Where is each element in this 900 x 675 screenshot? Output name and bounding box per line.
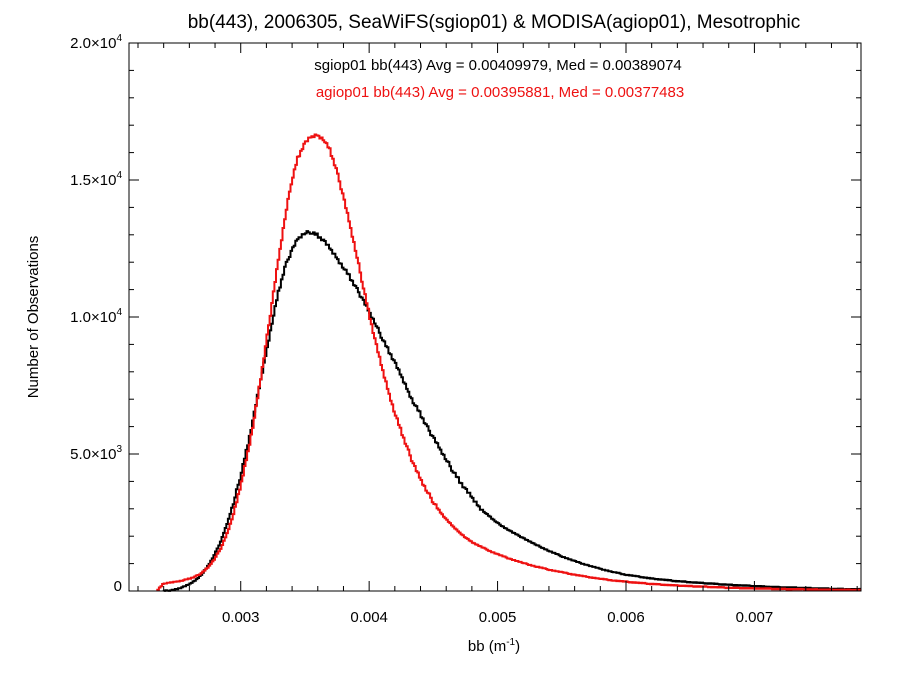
x-tick-label: 0.005 (479, 609, 517, 626)
plot-area (156, 133, 861, 592)
y-tick-label: 2.0×104 (70, 33, 122, 52)
y-tick-label: 5.0×103 (70, 444, 122, 463)
x-axis-label-main: bb (m (468, 638, 506, 655)
x-tick-label: 0.007 (736, 609, 774, 626)
x-axis-label-superscript: -1 (506, 637, 515, 648)
chart-title: bb(443), 2006305, SeaWiFS(sgiop01) & MOD… (188, 12, 801, 33)
x-axis-label: bb (m-1) (468, 637, 520, 655)
y-tick-label: 1.5×104 (70, 170, 122, 189)
series-line-agiop01 (156, 133, 861, 592)
legend-entry-agiop01: agiop01 bb(443) Avg = 0.00395881, Med = … (316, 84, 684, 101)
x-tick-label: 0.003 (222, 609, 260, 626)
x-axis-label-close: ) (515, 638, 520, 655)
y-tick-label: 0 (114, 578, 122, 595)
series-line-sgiop01 (162, 230, 861, 592)
x-tick-label: 0.004 (350, 609, 388, 626)
x-tick-label: 0.006 (607, 609, 645, 626)
plot-frame (128, 42, 862, 592)
legend-entry-sgiop01: sgiop01 bb(443) Avg = 0.00409979, Med = … (314, 57, 682, 74)
y-tick-label: 1.0×104 (70, 307, 122, 326)
x-axis: 0.003 0.004 0.005 0.006 0.007 (137, 43, 858, 626)
y-axis-label: Number of Observations (25, 236, 42, 399)
y-axis: 0 5.0×103 1.0×104 1.5×104 2.0×104 (70, 33, 861, 595)
